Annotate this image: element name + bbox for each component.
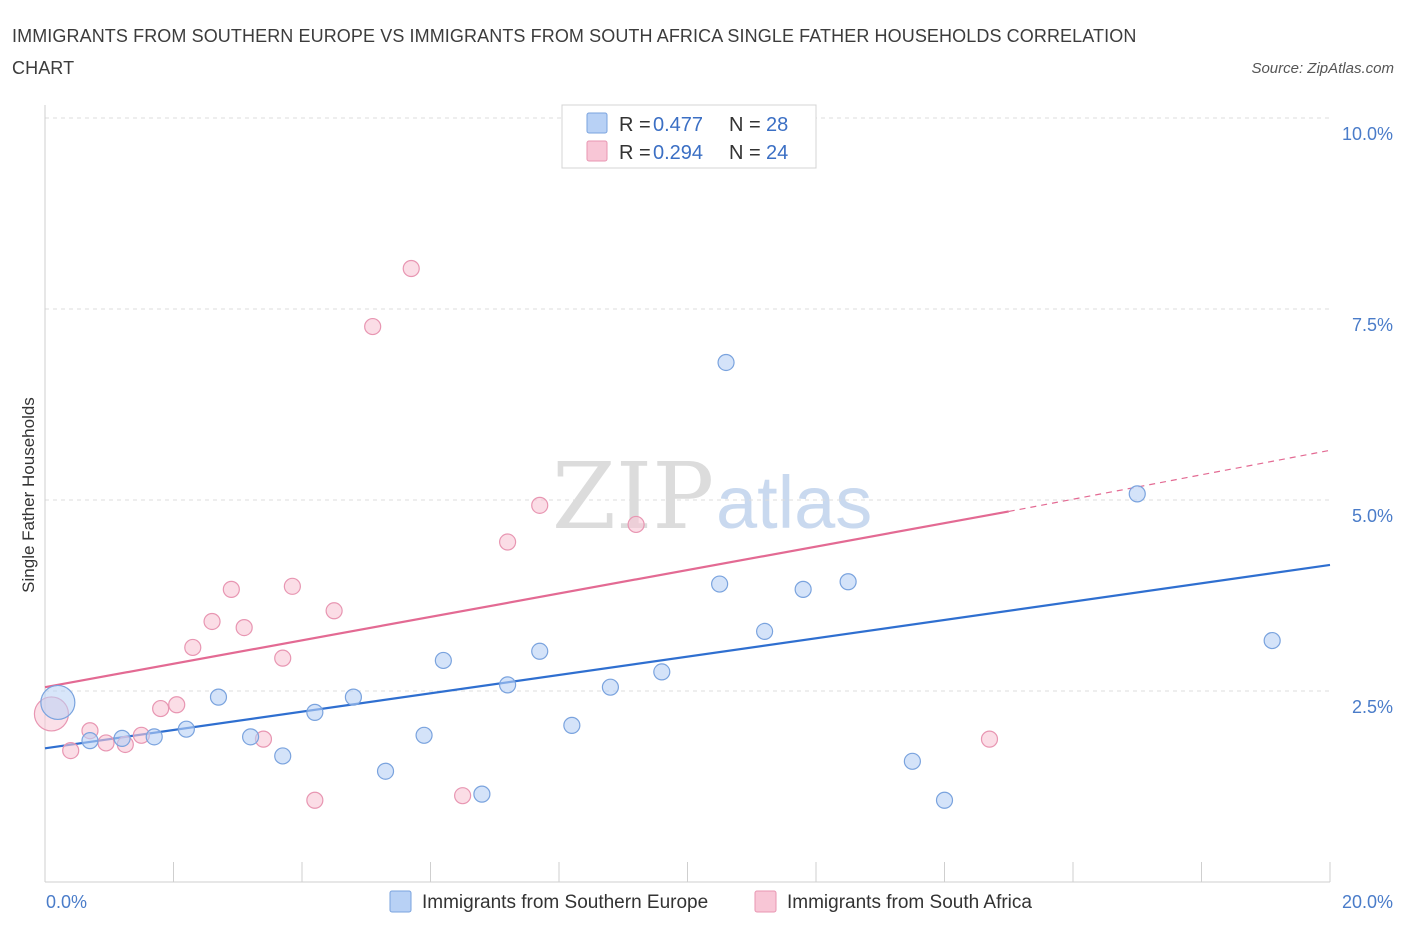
trend-line-southern-europe (44, 563, 1331, 750)
point-southern-europe (177, 720, 195, 738)
point-south-africa (274, 649, 292, 667)
point-south-africa (222, 580, 240, 598)
point-south-africa (627, 515, 645, 534)
point-southern-europe (531, 642, 549, 660)
point-south-africa (235, 618, 253, 637)
stats-legend: R = 0.477 N = 28 R = 0.294 N = 24 (561, 104, 817, 169)
point-southern-europe (903, 752, 921, 770)
point-southern-europe (711, 575, 729, 593)
y-tick-label: 2.5% (1352, 697, 1393, 717)
y-tick-label: 7.5% (1352, 315, 1393, 335)
trend-line-south-africa (44, 510, 1009, 689)
legend-swatch-blue (586, 112, 608, 134)
point-south-africa (402, 259, 420, 278)
point-southern-europe (113, 729, 131, 747)
legend-r-label-pink: R = (619, 142, 651, 164)
y-tick-label: 10.0% (1342, 124, 1393, 144)
point-southern-europe (434, 651, 452, 670)
legend-r-label-blue: R = (619, 114, 651, 136)
legend-r-value-pink: 0.294 (653, 142, 703, 164)
legend-n-label-blue: N = (729, 114, 761, 136)
point-southern-europe (499, 676, 517, 694)
source-label: Source: ZipAtlas.com (1251, 60, 1394, 77)
watermark-atlas: atlas (716, 461, 872, 544)
data-points (33, 259, 1281, 809)
trend-lines (44, 449, 1331, 750)
point-southern-europe (415, 726, 433, 744)
point-southern-europe (935, 791, 954, 809)
series-legend-swatch-pink (754, 890, 777, 913)
point-southern-europe (242, 728, 260, 746)
point-southern-europe (40, 684, 76, 721)
point-south-africa (306, 791, 324, 809)
point-southern-europe (81, 732, 99, 750)
y-axis-title: Single Father Households (19, 397, 38, 593)
point-southern-europe (563, 716, 581, 734)
y-tick-labels: 2.5% 5.0% 7.5% 10.0% (1342, 124, 1393, 717)
point-southern-europe (601, 678, 620, 696)
point-southern-europe (344, 688, 362, 706)
point-southern-europe (755, 622, 774, 641)
point-southern-europe (274, 747, 292, 765)
point-southern-europe (717, 353, 735, 372)
point-south-africa (168, 696, 186, 714)
point-south-africa (184, 638, 202, 657)
point-south-africa (499, 533, 517, 551)
point-southern-europe (794, 580, 812, 598)
point-south-africa (454, 787, 472, 805)
point-south-africa (203, 612, 221, 631)
x-tick-label-min: 0.0% (46, 892, 87, 912)
point-southern-europe (1128, 485, 1146, 503)
series-legend-label-blue: Immigrants from Southern Europe (422, 892, 708, 913)
legend-r-value-blue: 0.477 (653, 114, 703, 136)
point-south-africa (364, 317, 382, 336)
y-tick-label: 5.0% (1352, 506, 1393, 526)
point-south-africa (97, 734, 115, 752)
legend-swatch-pink (586, 140, 608, 162)
point-south-africa (980, 730, 999, 748)
point-southern-europe (839, 573, 857, 591)
watermark-zip: ZIP (552, 443, 714, 550)
point-south-africa (283, 577, 301, 595)
point-southern-europe (1263, 631, 1281, 650)
legend-n-value-pink: 24 (766, 142, 788, 164)
point-southern-europe (473, 785, 491, 803)
gridlines (45, 117, 1330, 692)
series-legend: Immigrants from Southern Europe Immigran… (389, 890, 1032, 913)
point-southern-europe (376, 762, 395, 780)
legend-n-value-blue: 28 (766, 114, 788, 136)
chart-title: IMMIGRANTS FROM SOUTHERN EUROPE VS IMMIG… (12, 26, 1137, 78)
series-legend-label-pink: Immigrants from South Africa (787, 892, 1032, 913)
point-southern-europe (145, 728, 163, 746)
point-southern-europe (209, 688, 228, 706)
point-southern-europe (653, 663, 671, 681)
trend-line-south-africa-extrapolated (1008, 449, 1331, 513)
point-south-africa (152, 699, 170, 718)
point-southern-europe (306, 703, 324, 721)
point-south-africa (325, 602, 343, 620)
point-south-africa (62, 741, 80, 760)
x-tick-label-max: 20.0% (1342, 892, 1393, 912)
watermark: ZIP atlas (552, 443, 872, 550)
series-legend-swatch-blue (389, 890, 412, 913)
legend-n-label-pink: N = (729, 142, 761, 164)
axes (44, 105, 1331, 883)
point-south-africa (531, 496, 549, 514)
